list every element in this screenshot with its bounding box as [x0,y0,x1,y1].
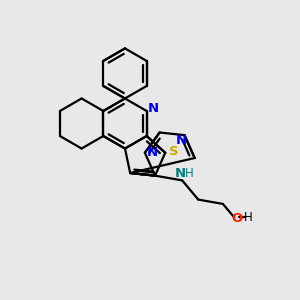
Text: N: N [147,146,158,159]
Text: S: S [169,145,178,158]
Text: N: N [176,134,187,147]
Text: N: N [175,167,186,180]
Text: O: O [231,212,242,225]
Text: H: H [185,167,194,180]
Text: H: H [244,211,253,224]
Text: N: N [148,102,159,115]
